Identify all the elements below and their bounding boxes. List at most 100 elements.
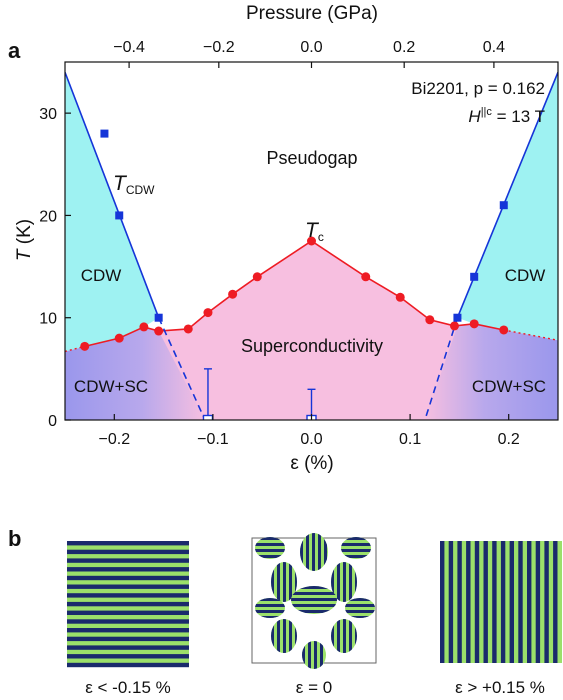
stripe <box>271 562 274 602</box>
domain <box>302 641 326 669</box>
stripe <box>67 654 189 659</box>
domain <box>255 598 285 618</box>
field-superscript: ||c <box>481 106 493 118</box>
stripe <box>345 598 375 601</box>
stripe <box>509 541 514 663</box>
stripe <box>255 610 285 613</box>
stripe <box>67 558 189 563</box>
stripe <box>320 641 323 669</box>
stripe <box>457 541 462 663</box>
domain-fill <box>255 537 285 559</box>
stripe <box>283 619 286 653</box>
stripe <box>349 619 352 653</box>
stripe <box>314 641 317 669</box>
stripe <box>337 562 340 602</box>
cdw-sc-label-right: CDW+SC <box>472 377 546 396</box>
stripe <box>483 541 488 663</box>
data-markers <box>80 129 509 420</box>
tcdw-point <box>499 201 508 210</box>
tcdw-curve-label: TCDW <box>113 172 155 197</box>
top-tick-label: 0.2 <box>393 39 415 56</box>
tcdw-dashed-left <box>157 317 206 420</box>
stripe <box>67 619 189 624</box>
stripe <box>343 619 346 653</box>
stripe <box>553 541 558 663</box>
y-tick-label: 20 <box>39 208 57 225</box>
tcdw-open-point <box>202 414 214 420</box>
stripe <box>331 619 334 653</box>
stripe <box>255 604 285 607</box>
cdw-sc-region-right <box>424 323 558 420</box>
tc-point <box>203 308 213 318</box>
stripe <box>324 533 327 571</box>
stripe <box>544 541 549 663</box>
caption-negative-strain: ε < -0.15 % <box>85 678 171 697</box>
cdw-label-right: CDW <box>505 266 546 285</box>
stripe <box>277 562 280 602</box>
stripe <box>277 619 280 653</box>
stripe <box>341 549 371 552</box>
tc-point <box>395 292 405 302</box>
stripe <box>337 619 340 653</box>
y-axis-title: T (K) <box>14 219 35 261</box>
tc-point <box>228 289 238 299</box>
stripe <box>308 641 311 669</box>
cdw-region-left <box>65 72 159 352</box>
stripe <box>67 575 189 581</box>
x-tick-label: −0.2 <box>99 431 131 448</box>
domain <box>331 619 357 653</box>
tcdw-point <box>453 313 462 322</box>
vertical-stripes-panel <box>440 541 562 663</box>
domain <box>255 537 285 559</box>
field-value: = 13 T <box>492 107 545 126</box>
stripe <box>67 628 189 633</box>
stripe <box>67 584 189 589</box>
stripe <box>283 562 286 602</box>
tc-point <box>80 341 90 351</box>
stripe <box>331 562 334 602</box>
tc-point <box>154 326 164 336</box>
domain-fill <box>341 537 371 559</box>
stripe <box>67 662 189 668</box>
superconductivity-label: Superconductivity <box>241 336 383 356</box>
tc-point <box>425 315 435 325</box>
stripe <box>291 610 337 613</box>
stripe <box>355 619 357 653</box>
tc-label-sub: c <box>318 230 324 244</box>
stripe <box>474 541 480 663</box>
tc-point <box>449 321 459 331</box>
stripe <box>535 541 541 663</box>
stripe <box>345 616 375 618</box>
stripe <box>255 537 285 540</box>
stripe <box>291 604 337 607</box>
stripe-panels <box>67 533 562 669</box>
tcdw-point <box>154 313 163 322</box>
cdw-label-left: CDW <box>81 266 122 285</box>
stripe <box>500 541 506 663</box>
tcdw-point <box>100 129 109 138</box>
stripe <box>255 543 285 546</box>
stripe <box>302 641 305 669</box>
y-axis-title-var: T <box>14 248 35 261</box>
stripe <box>355 562 357 602</box>
pseudogap-label: Pseudogap <box>266 148 357 168</box>
stripe <box>448 541 454 663</box>
y-tick-label: 10 <box>39 311 57 328</box>
caption-zero-strain: ε = 0 <box>296 678 332 697</box>
stripe <box>343 562 346 602</box>
x-tick-label: 0.2 <box>498 431 520 448</box>
stripe <box>255 555 285 558</box>
stripe <box>255 549 285 552</box>
top-axis-title: Pressure (GPa) <box>246 3 378 24</box>
stripe <box>289 562 292 602</box>
stripe <box>67 601 189 607</box>
stripe <box>440 541 445 663</box>
stripe <box>67 645 189 650</box>
tc-point <box>499 325 509 335</box>
tc-point <box>469 319 479 329</box>
stripe <box>527 541 532 663</box>
stripe <box>341 537 371 540</box>
tc-curve-label: Tc <box>305 219 324 244</box>
caption-positive-strain: ε > +0.15 % <box>455 678 545 697</box>
